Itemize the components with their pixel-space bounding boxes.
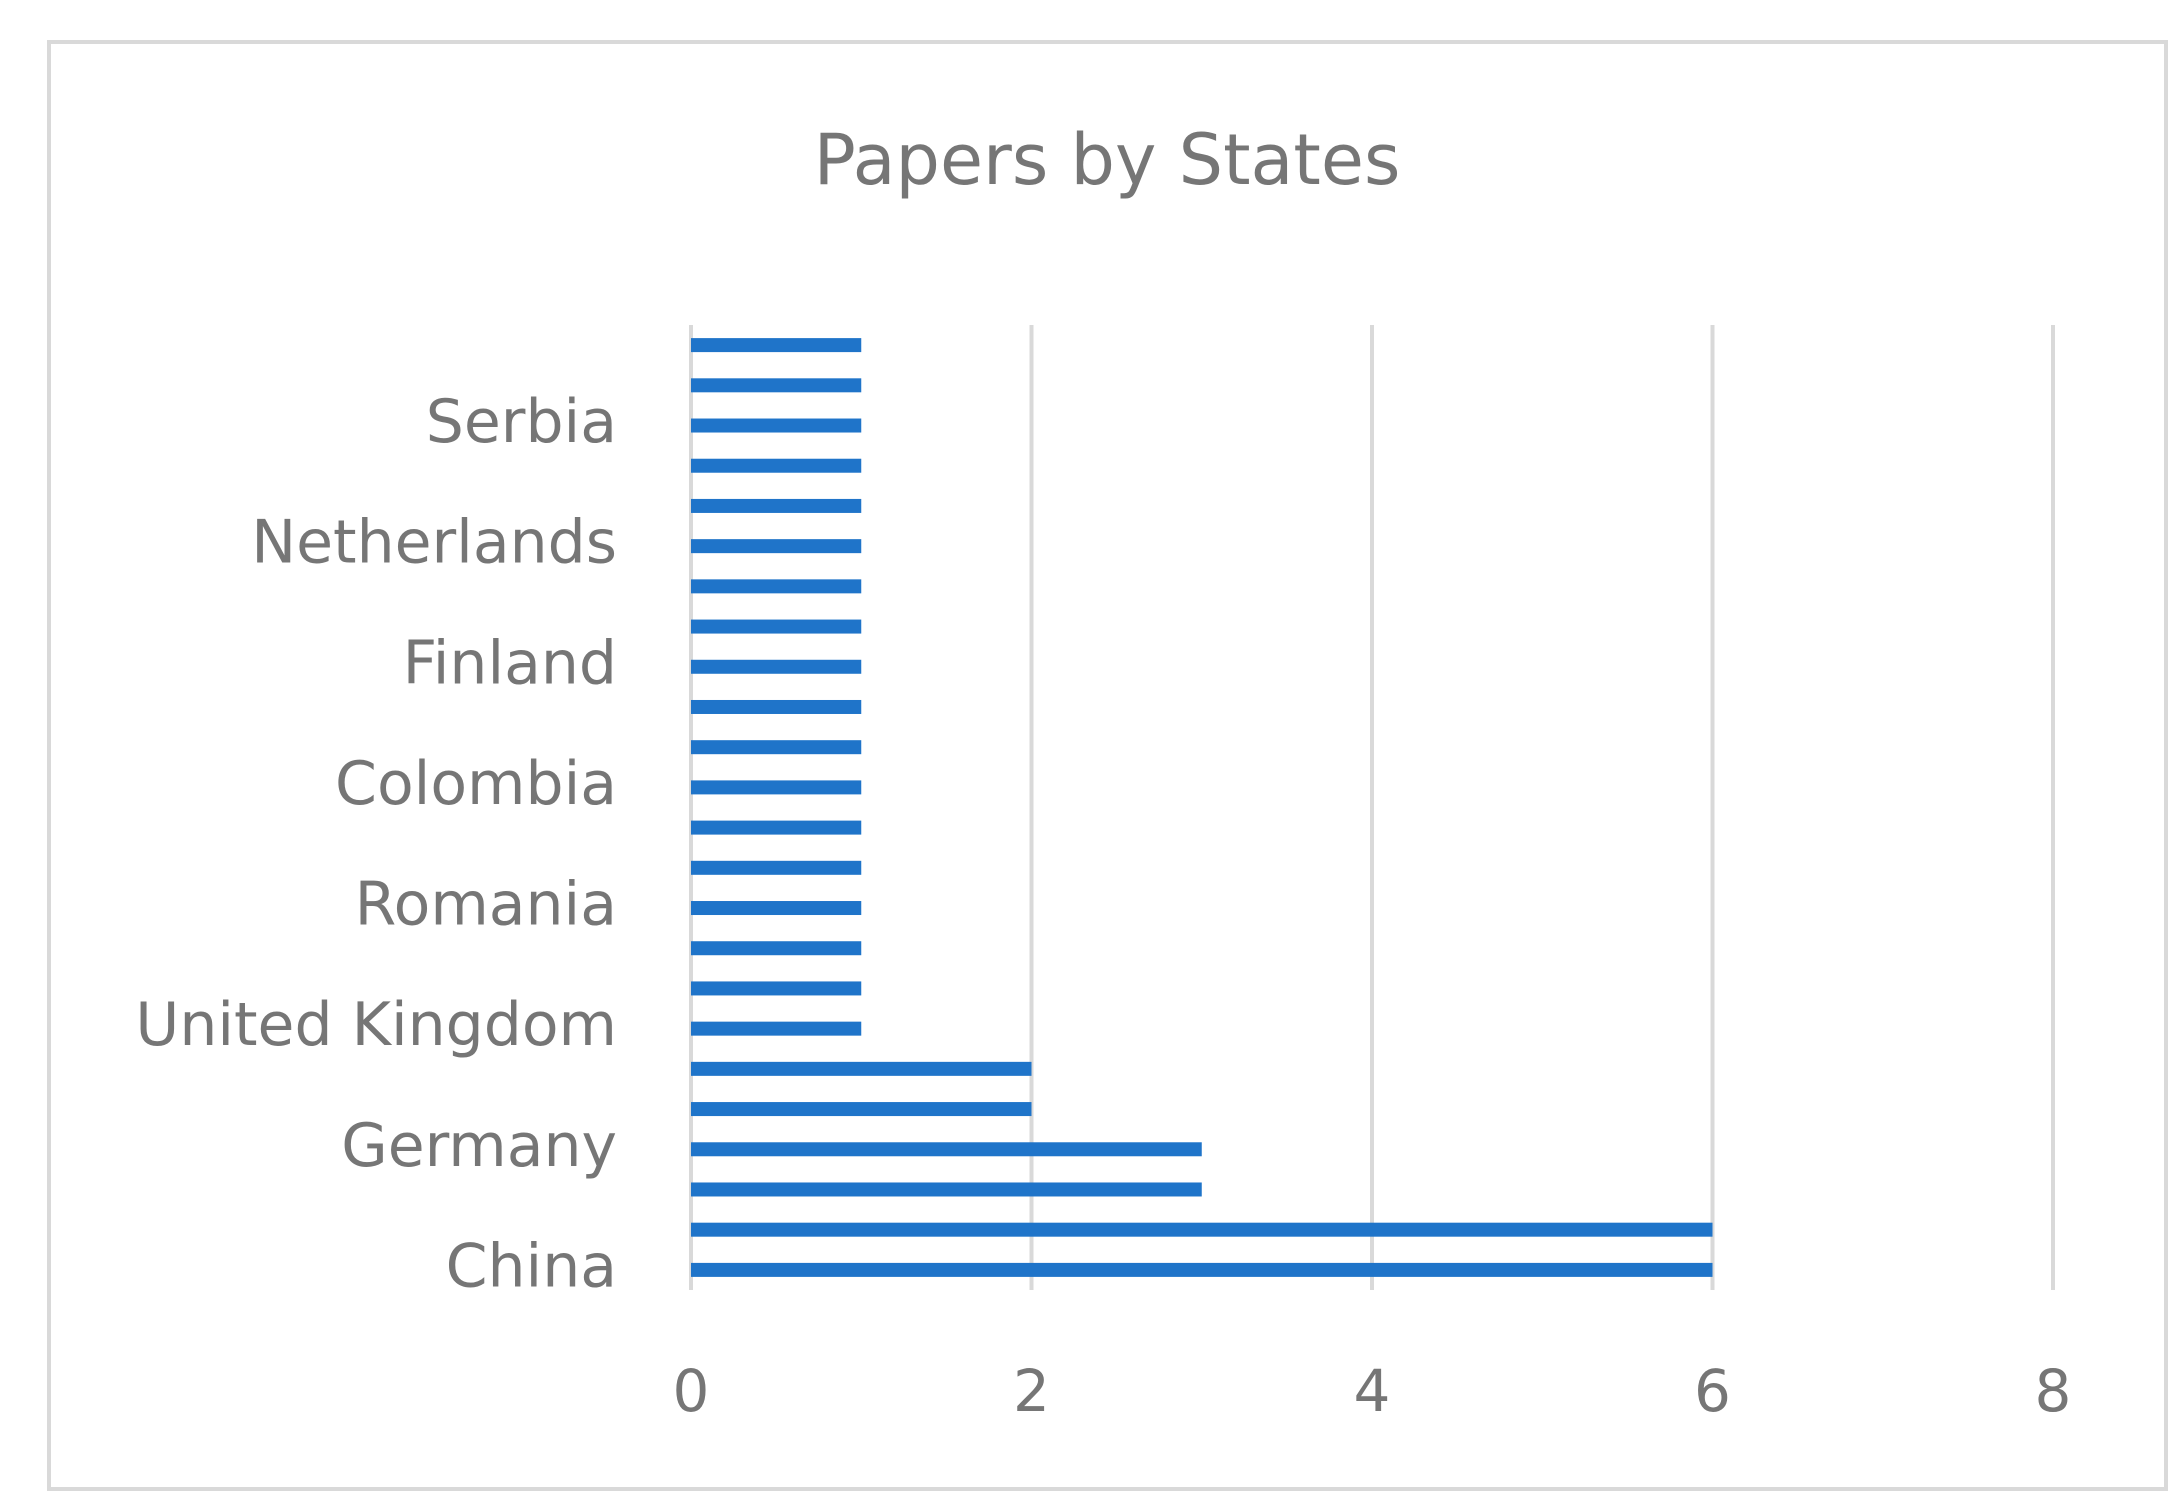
bar: [691, 780, 862, 795]
bar: [691, 579, 862, 594]
y-tick-label: Colombia: [335, 749, 617, 819]
bar: [691, 1021, 862, 1036]
bar: [691, 981, 862, 996]
bar: [691, 378, 862, 393]
bar: [691, 941, 862, 956]
bar: [691, 1102, 1032, 1117]
bar: [691, 699, 862, 714]
x-tick-label: 2: [1013, 1357, 1050, 1425]
bar: [691, 1061, 1032, 1076]
bar: [691, 901, 862, 916]
bar: [691, 659, 862, 674]
x-tick-label: 4: [1354, 1357, 1391, 1425]
y-tick-label: Finland: [403, 628, 617, 698]
bar: [691, 1142, 1202, 1157]
bar: [691, 418, 862, 433]
bar: [691, 458, 862, 473]
y-tick-label: Serbia: [426, 387, 617, 457]
bar: [691, 1222, 1713, 1237]
bar: [691, 1262, 1713, 1277]
bar: [691, 619, 862, 634]
y-tick-label: Netherlands: [251, 508, 617, 578]
bar: [691, 1182, 1202, 1197]
chart-title: Papers by States: [814, 119, 1401, 201]
bar: [691, 498, 862, 513]
bar: [691, 539, 862, 554]
y-tick-label: Romania: [355, 870, 617, 940]
bar: [691, 740, 862, 755]
y-tick-label: United Kingdom: [135, 990, 617, 1060]
bar: [691, 860, 862, 875]
x-tick-label: 0: [673, 1357, 710, 1425]
chart-border: [47, 40, 2168, 1491]
x-tick-label: 6: [1694, 1357, 1731, 1425]
bar: [691, 338, 862, 353]
x-tick-label: 8: [2035, 1357, 2072, 1425]
bar: [691, 820, 862, 835]
y-tick-label: Germany: [341, 1111, 617, 1181]
y-tick-label: China: [446, 1231, 617, 1301]
